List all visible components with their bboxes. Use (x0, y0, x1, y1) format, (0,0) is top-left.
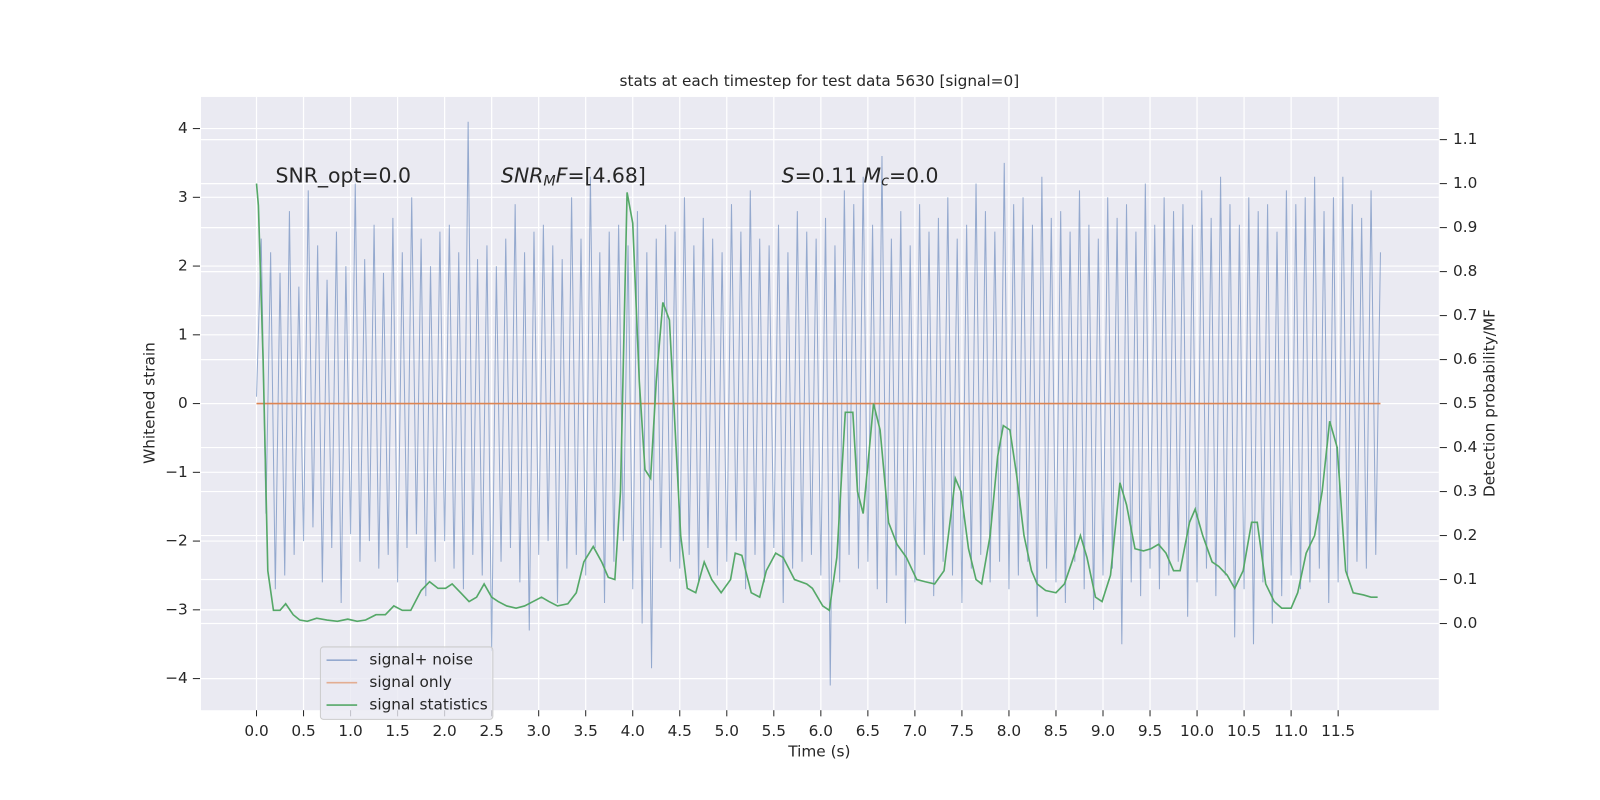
x-tick-label: 9.5 (1138, 722, 1162, 740)
x-tick-label: 8.5 (1044, 722, 1068, 740)
annotation: SNRMF=[4.68] (501, 164, 646, 190)
annotation-part: SNR_opt=0.0 (276, 164, 412, 189)
annotation-part: =0.0 (889, 164, 939, 188)
x-tick-label: 0.5 (291, 722, 315, 740)
legend-label: signal statistics (369, 696, 487, 714)
x-tick-label: 1.0 (338, 722, 362, 740)
annotation-part: c (881, 174, 889, 190)
annotation-part: F (556, 164, 568, 188)
x-tick-label: 6.5 (856, 722, 880, 740)
x-tick-label: 8.0 (997, 722, 1021, 740)
y2-tick-label: 0.1 (1453, 570, 1477, 588)
x-tick-label: 9.0 (1091, 722, 1115, 740)
series-line (255, 183, 1378, 623)
x-tick-label: 5.5 (762, 722, 786, 740)
y2-tick-label: 1.1 (1453, 130, 1477, 148)
annotation-part: M (543, 174, 555, 190)
annotation-part: =[4.68] (567, 164, 645, 188)
y2-axis-label: Detection probability/MF (1480, 309, 1498, 497)
x-axis-label: Time (s) (787, 743, 850, 761)
x-tick-label: 11.5 (1321, 722, 1355, 740)
legend-label: signal+ noise (369, 651, 473, 669)
y2-tick-label: 0.2 (1453, 526, 1477, 544)
y-tick-label: 3 (178, 188, 188, 206)
annotation-part: S (782, 164, 795, 188)
x-tick-label: 11.0 (1274, 722, 1308, 740)
y-tick-label: −1 (165, 463, 188, 481)
legend-label: signal only (369, 673, 451, 691)
x-tick-label: 3.5 (574, 722, 598, 740)
annotation: SNR_opt=0.0 (276, 164, 412, 189)
x-tick-label: 5.0 (715, 722, 739, 740)
y2-tick-label: 0.5 (1453, 394, 1477, 412)
x-tick-label: 7.5 (950, 722, 974, 740)
x-tick-label: 3.0 (527, 722, 551, 740)
y2-tick-label: 1.0 (1453, 174, 1477, 192)
y-tick-label: 4 (178, 119, 188, 137)
y-axis-label: Whitened strain (141, 342, 159, 464)
y2-tick-label: 0.9 (1453, 218, 1477, 236)
x-tick-label: 10.5 (1227, 722, 1261, 740)
y2-tick-label: 0.8 (1453, 262, 1477, 280)
legend-box (319, 646, 494, 720)
y2-tick-label: 0.0 (1453, 614, 1477, 632)
series-line (256, 121, 1381, 686)
x-tick-label: 6.0 (809, 722, 833, 740)
y-tick-label: 1 (178, 325, 188, 343)
x-tick-label: 0.0 (244, 722, 268, 740)
y2-tick-label: 0.3 (1453, 482, 1477, 500)
annotation: S=0.11 Mc=0.0 (782, 164, 939, 190)
y2-tick-label: 0.6 (1453, 350, 1477, 368)
x-tick-label: 7.0 (903, 722, 927, 740)
x-tick-label: 1.5 (385, 722, 409, 740)
y2-tick-label: 0.4 (1453, 438, 1477, 456)
x-tick-label: 4.5 (668, 722, 692, 740)
y-tick-label: 0 (178, 394, 188, 412)
y-tick-label: −2 (165, 532, 188, 550)
chart-title: stats at each timestep for test data 563… (620, 72, 1020, 90)
x-tick-label: 2.5 (479, 722, 503, 740)
y-tick-label: −3 (165, 600, 188, 618)
y-tick-label: 2 (178, 257, 188, 275)
x-tick-label: 10.0 (1180, 722, 1214, 740)
x-tick-label: 4.0 (621, 722, 645, 740)
x-tick-label: 2.0 (432, 722, 456, 740)
annotation-part: =0.11 (795, 164, 864, 188)
annotation-part: SNR (501, 164, 543, 188)
y2-tick-label: 0.7 (1453, 306, 1477, 324)
annotation-part: M (864, 164, 882, 188)
y-tick-label: −4 (165, 669, 188, 687)
